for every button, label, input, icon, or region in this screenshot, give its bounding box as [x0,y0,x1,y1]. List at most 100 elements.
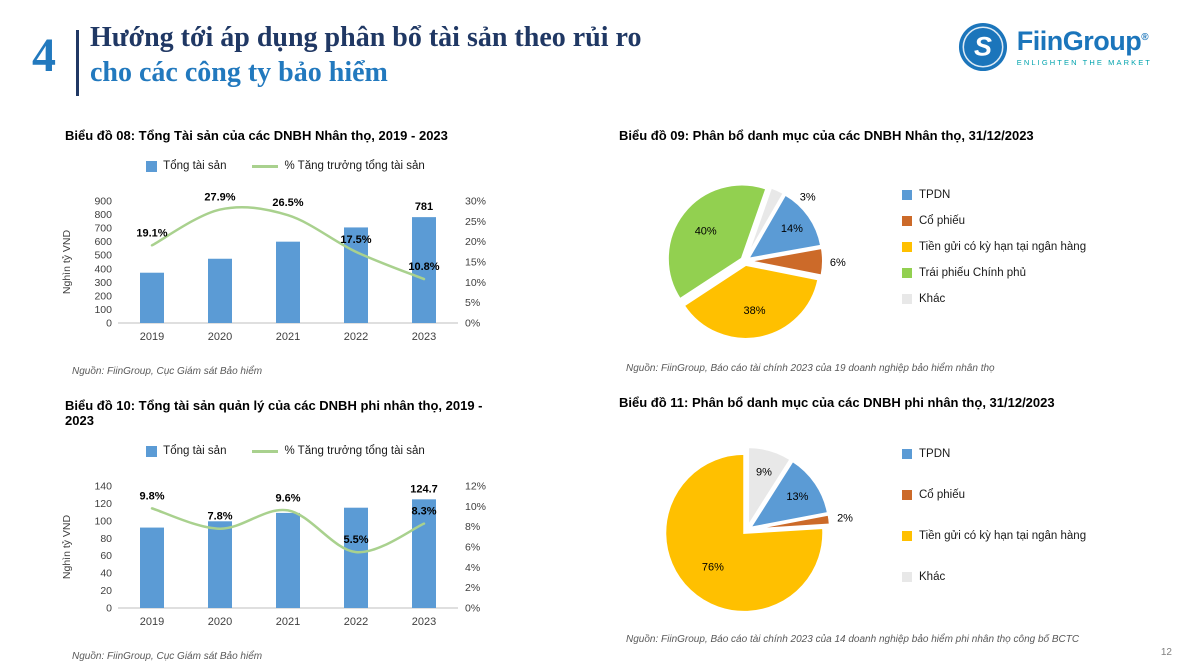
x-axis-tick: 2023 [412,616,436,628]
right-axis-tick: 5% [465,297,480,309]
pie-slice-label: 6% [830,257,846,269]
logo-tagline: ENLIGHTEN THE MARKET [1016,57,1152,67]
legend-label: Khác [919,571,946,584]
chart-10-title: Biểu đồ 10: Tổng tài sản quản lý của các… [65,398,483,428]
legend-item: Cổ phiếu [902,213,1158,229]
left-axis-tick: 0 [106,318,112,330]
bar-value-label: 124.7 [410,483,438,495]
left-axis-tick: 300 [94,277,112,289]
x-axis-tick: 2022 [344,616,368,628]
bar-2023 [412,499,436,608]
bar-2020 [208,521,232,608]
pie-slice [682,263,820,340]
y-axis-title: Nghìn tỷ VND [61,229,73,294]
left-axis-tick: 140 [94,481,112,493]
legend-item: Cổ phiếu [902,487,1158,503]
legend-swatch-icon [902,490,912,501]
left-axis-tick: 40 [100,568,112,580]
right-axis-tick: 25% [465,216,486,228]
pie-slice [748,246,824,277]
right-axis-tick: 10% [465,501,486,513]
chart-11-source: Nguồn: FiinGroup, Báo cáo tài chính 2023… [626,634,1080,645]
page-number: 12 [1160,647,1172,658]
left-axis-tick: 80 [100,533,112,545]
pie-slice [746,193,823,261]
pie-slice [745,186,786,258]
slide-title: Hướng tới áp dụng phân bổ tài sản theo r… [90,20,641,90]
legend-label: Tổng tài sản [163,445,227,457]
legend-item: Tiền gửi có kỳ hạn tại ngân hàng [902,239,1158,255]
bar-2021 [276,512,300,608]
chart-09-pie: 14% 6% 38% 40% 3% [612,155,912,372]
left-axis-tick: 600 [94,236,112,248]
logo-text: FiinGroup® ENLIGHTEN THE MARKET [1016,27,1152,67]
chart-10-nonlife-total-assets: Biểu đồ 10: Tổng tài sản quản lý của các… [58,398,513,662]
line-value-label: 27.9% [204,192,235,204]
chart-09-source: Nguồn: FiinGroup, Báo cáo tài chính 2023… [626,363,995,374]
chart09-svg: 14% 6% 38% 40% 3% [666,183,846,340]
legend-swatch-icon [902,531,912,542]
bar-2021 [276,241,300,323]
chart-08-life-total-assets: Biểu đồ 08: Tổng Tài sản của các DNBH Nh… [58,128,513,377]
growth-line [150,507,426,554]
right-axis-tick: 20% [465,236,486,248]
legend-item: Khác [902,569,1158,585]
right-axis-tick: 4% [465,562,480,574]
bar-2019 [140,272,164,323]
left-axis-tick: 100 [94,304,112,316]
pie-slice-label: 38% [743,305,765,317]
x-axis-tick: 2019 [140,331,164,343]
legend-item: Trái phiếu Chính phủ [902,265,1158,281]
chart-08-title: Biểu đồ 08: Tổng Tài sản của các DNBH Nh… [65,128,448,143]
left-axis-tick: 400 [94,263,112,275]
legend-label: % Tăng trưởng tổng tài sản [284,445,425,457]
legend-label: Cổ phiếu [919,215,966,228]
slide-number: 4 [32,29,56,82]
pie-slice-label: 9% [756,467,772,479]
line-swatch-icon [252,449,279,453]
chart-09-legend: TPDN Cổ phiếu Tiền gửi có kỳ hạn tại ngân … [902,187,1158,307]
pie-slice [664,452,825,613]
legend-swatch-icon [902,449,912,460]
chart-09-title: Biểu đồ 09: Phân bổ danh mục của các DNB… [619,128,1034,143]
x-axis-tick: 2021 [276,616,300,628]
legend-item: Khác [902,291,1158,307]
legend-label: Cổ phiếu [919,489,966,502]
growth-line [150,205,426,281]
legend-swatch-icon [902,216,912,227]
chart-11-legend: TPDN Cổ phiếu Tiền gửi có kỳ hạn tại ngân … [902,446,1158,585]
legend-item: Tiền gửi có kỳ hạn tại ngân hàng [902,528,1158,544]
chart-11-pie: 13% 2% 76% 9% [612,422,912,647]
bar-2022 [344,507,368,608]
bar-2020 [208,258,232,323]
legend-item-bar: Tổng tài sản [146,445,226,457]
x-axis-tick: 2020 [208,616,232,628]
pie-slice-label: 76% [702,561,724,573]
chart-11-nonlife-portfolio: Biểu đồ 11: Phân bổ danh mục của các DNB… [612,395,1160,645]
slide-title-line2: cho các công ty bảo hiểm [90,57,388,88]
chart-08-plot: 0 100 200 300 400 500 600 700 800 900 0% 5% 10% 15% 20… [58,185,513,362]
x-axis-tick: 2019 [140,616,164,628]
logo-registered-mark: ® [1141,31,1149,43]
legend-swatch-icon [902,268,912,279]
right-axis-tick: 10% [465,277,486,289]
left-axis-tick: 700 [94,223,112,235]
legend-item-line: % Tăng trưởng tổng tài sản [252,160,425,172]
line-value-label: 26.5% [272,197,303,209]
legend-label: Trái phiếu Chính phủ [919,267,1026,280]
x-axis-tick: 2023 [412,331,436,343]
fiingroup-s-icon: S [958,22,1007,72]
left-axis-tick: 200 [94,290,112,302]
legend-label: Tiền gửi có kỳ hạn tại ngân hàng [919,241,1087,254]
line-value-label: 19.1% [136,227,167,239]
bar-swatch-icon [146,445,158,457]
svg-text:S: S [974,32,992,62]
legend-swatch-icon [902,242,912,253]
legend-label: TPDN [919,448,951,460]
x-axis-tick: 2020 [208,331,232,343]
pie-slice-label: 2% [837,513,853,525]
right-axis-tick: 0% [465,603,480,615]
line-value-label: 7.8% [207,511,232,523]
pie-slice [750,513,831,531]
